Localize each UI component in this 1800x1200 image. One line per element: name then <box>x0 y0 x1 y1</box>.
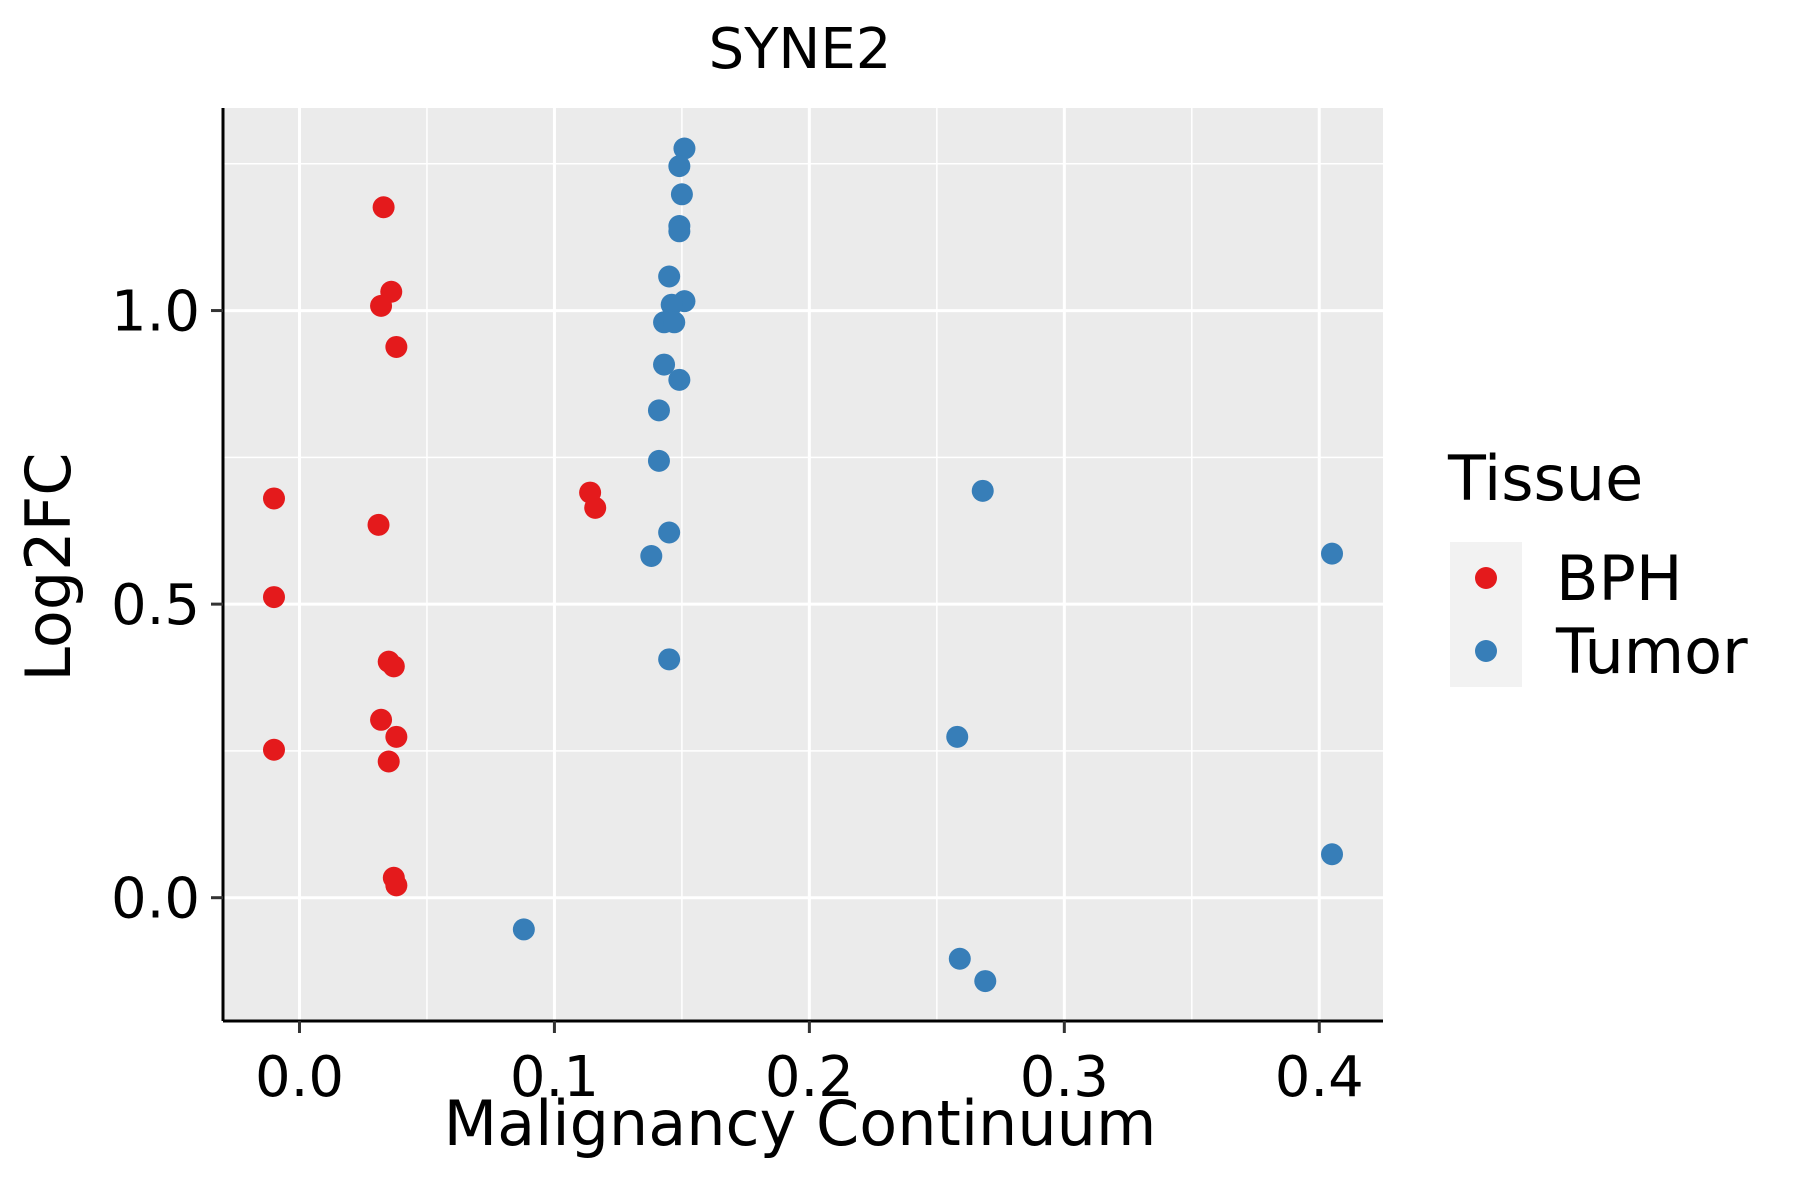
point-tumor <box>1321 542 1344 565</box>
point-bph <box>377 750 400 773</box>
point-tumor <box>668 155 691 178</box>
point-bph <box>370 708 393 731</box>
y-axis-ticks: 0.0 0.5 1.0 <box>111 280 223 932</box>
point-tumor <box>673 137 696 160</box>
point-bph <box>385 874 408 897</box>
point-bph <box>262 586 285 609</box>
point-tumor <box>647 399 670 422</box>
point-tumor <box>974 970 997 993</box>
y-tick-label: 0.5 <box>111 573 200 638</box>
legend-key-tumor <box>1475 640 1497 662</box>
x-tick-label: 0.4 <box>1275 1045 1364 1110</box>
point-tumor <box>1321 843 1344 866</box>
point-tumor <box>668 220 691 243</box>
legend-label-bph: BPH <box>1556 542 1683 615</box>
point-tumor <box>660 293 683 316</box>
legend: Tissue BPH Tumor <box>1447 442 1748 688</box>
x-tick-label: 0.3 <box>1020 1045 1109 1110</box>
legend-key-bph <box>1475 567 1497 589</box>
point-bph <box>262 738 285 761</box>
chart-title: SYNE2 <box>709 17 892 82</box>
point-tumor <box>670 183 693 206</box>
point-tumor <box>647 449 670 472</box>
point-tumor <box>668 368 691 391</box>
x-tick-label: 0.2 <box>765 1045 854 1110</box>
point-tumor <box>640 544 663 567</box>
point-tumor <box>948 947 971 970</box>
point-tumor <box>658 265 681 288</box>
point-tumor <box>653 353 676 376</box>
point-tumor <box>946 725 969 748</box>
legend-label-tumor: Tumor <box>1555 615 1748 688</box>
point-bph <box>370 294 393 317</box>
x-axis-title: Malignancy Continuum <box>444 1087 1157 1160</box>
major-gridlines <box>223 108 1383 1021</box>
minor-gridlines <box>223 108 1383 1021</box>
point-tumor <box>512 918 535 941</box>
point-bph <box>262 487 285 510</box>
point-bph <box>385 725 408 748</box>
point-bph <box>584 496 607 519</box>
point-tumor <box>971 479 994 502</box>
point-bph <box>385 335 408 358</box>
plot-panel <box>223 108 1383 1021</box>
x-axis-ticks: 0.0 0.1 0.2 0.3 0.4 <box>255 1021 1364 1110</box>
legend-key-background <box>1450 542 1522 687</box>
y-axis-title: Log2FC <box>12 452 85 681</box>
x-tick-label: 0.1 <box>510 1045 599 1110</box>
point-bph <box>367 513 390 536</box>
y-tick-label: 0.0 <box>111 867 200 932</box>
data-points <box>262 137 1344 993</box>
point-bph <box>372 196 395 219</box>
point-tumor <box>658 521 681 544</box>
point-tumor <box>658 648 681 671</box>
point-bph <box>382 655 405 678</box>
y-tick-label: 1.0 <box>111 280 200 345</box>
legend-title: Tissue <box>1447 442 1643 515</box>
point-tumor <box>663 311 686 334</box>
x-tick-label: 0.0 <box>255 1045 344 1110</box>
